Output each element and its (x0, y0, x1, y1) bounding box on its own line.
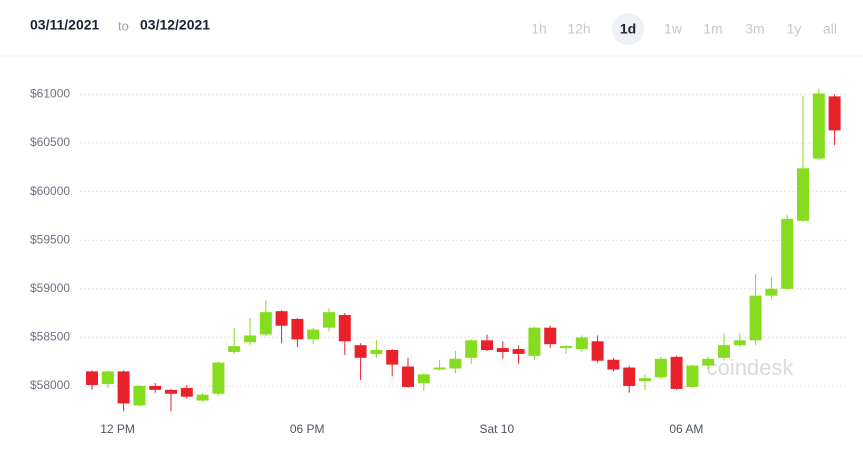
range-button[interactable]: 1h (531, 21, 547, 37)
y-tick-label: $60000 (30, 184, 70, 198)
candle-body (560, 346, 572, 349)
candle-body (228, 346, 241, 352)
y-tick-label: $58500 (30, 330, 70, 344)
range-selector: 1h 12h 1d 1w 1m 3m 1y all (531, 13, 837, 45)
watermark: coindesk (707, 355, 795, 380)
candle-body (512, 349, 525, 354)
candle-body (275, 311, 288, 326)
candle-body (133, 385, 146, 406)
candle-body (781, 218, 794, 289)
candle-body (402, 366, 414, 387)
candle-body (623, 367, 636, 386)
candle-body (117, 371, 130, 404)
candle-body (718, 345, 730, 358)
range-button[interactable]: all (823, 21, 837, 37)
range-selected-bg (612, 13, 644, 45)
candle-body (433, 367, 446, 370)
candle-body (291, 318, 304, 340)
candle-body (354, 345, 367, 358)
date-to: 03/12/2021 (140, 17, 210, 33)
candle-body (686, 365, 699, 387)
candle-body (591, 341, 604, 361)
x-tick-label: 06 PM (290, 422, 325, 436)
candle-body (496, 348, 509, 352)
candle-body (828, 96, 841, 131)
y-tick-label: $59500 (30, 232, 70, 246)
date-from: 03/11/2021 (30, 17, 100, 33)
candle-body (654, 358, 667, 378)
candle-body (702, 358, 715, 366)
candle-body (528, 327, 541, 356)
candle-body (212, 362, 225, 394)
range-button[interactable]: 3m (745, 21, 764, 37)
candle-body (544, 327, 557, 345)
y-tick-label: $58000 (30, 378, 70, 392)
x-tick-label: 12 PM (100, 422, 135, 436)
candle-body (101, 371, 114, 385)
candle-body (149, 385, 162, 390)
candle-body (165, 389, 177, 394)
candle-body (749, 295, 762, 341)
range-button[interactable]: 12h (567, 21, 590, 37)
range-button[interactable]: 1d (620, 21, 636, 37)
candle-body (307, 329, 320, 340)
candle-body (259, 312, 272, 335)
y-tick-label: $60500 (30, 135, 70, 149)
candle-body (417, 374, 430, 384)
range-button[interactable]: 1w (664, 21, 683, 37)
candle-body (481, 340, 493, 351)
candle-body (465, 340, 478, 358)
candle-body (196, 394, 209, 401)
candle-body (370, 350, 383, 354)
candle-body (86, 371, 98, 386)
candle-body (338, 315, 351, 342)
range-button[interactable]: 1m (703, 21, 722, 37)
plot-area: $58000 $58500 $59000 $59500 $60000 $60500 $610… (30, 87, 848, 436)
date-separator: to (118, 18, 129, 33)
y-tick-label: $59000 (30, 281, 70, 295)
x-tick-label: 06 AM (669, 422, 703, 436)
candle-body (607, 359, 620, 370)
candle-body (323, 312, 335, 328)
candle-body (386, 350, 399, 365)
candle-body (639, 378, 651, 382)
candle-body (670, 356, 683, 389)
candle-body (812, 93, 825, 159)
candle-body (575, 337, 588, 350)
candle-body (797, 168, 809, 221)
y-tick-label: $61000 (30, 87, 70, 101)
candle-body (244, 335, 256, 343)
x-tick-label: Sat 10 (479, 422, 514, 436)
range-button[interactable]: 1y (787, 21, 802, 37)
candle-body (449, 358, 462, 369)
candle-body (765, 288, 778, 296)
candle-body (180, 387, 193, 397)
candle-body (733, 340, 746, 346)
